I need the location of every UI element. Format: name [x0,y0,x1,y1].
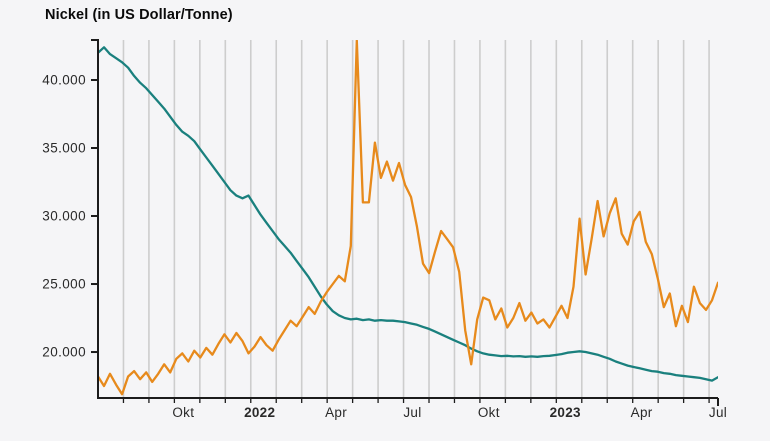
x-axis-label: Apr [325,405,347,420]
y-axis-tick-label: 30.000 [42,209,86,224]
x-axis-label: 2023 [550,405,581,420]
y-axis-tick-label: 40.000 [42,72,86,87]
x-axis-label: 2022 [244,405,275,420]
y-axis-tick-label: 35.000 [42,140,86,155]
series-teal_series-line [98,46,718,382]
x-axis-label: Okt [478,405,500,420]
y-axis-tick-label: 25.000 [42,277,86,292]
chart-title: Nickel (in US Dollar/Tonne) [45,7,233,23]
series-orange_series-line [98,40,718,396]
x-axis-label: Okt [172,405,194,420]
y-axis-tick-label: 20.000 [42,345,86,360]
x-axis-label: Jul [709,405,727,420]
x-axis-label: Jul [403,405,421,420]
x-axis-label: Apr [631,405,653,420]
axis-lines [97,40,718,399]
